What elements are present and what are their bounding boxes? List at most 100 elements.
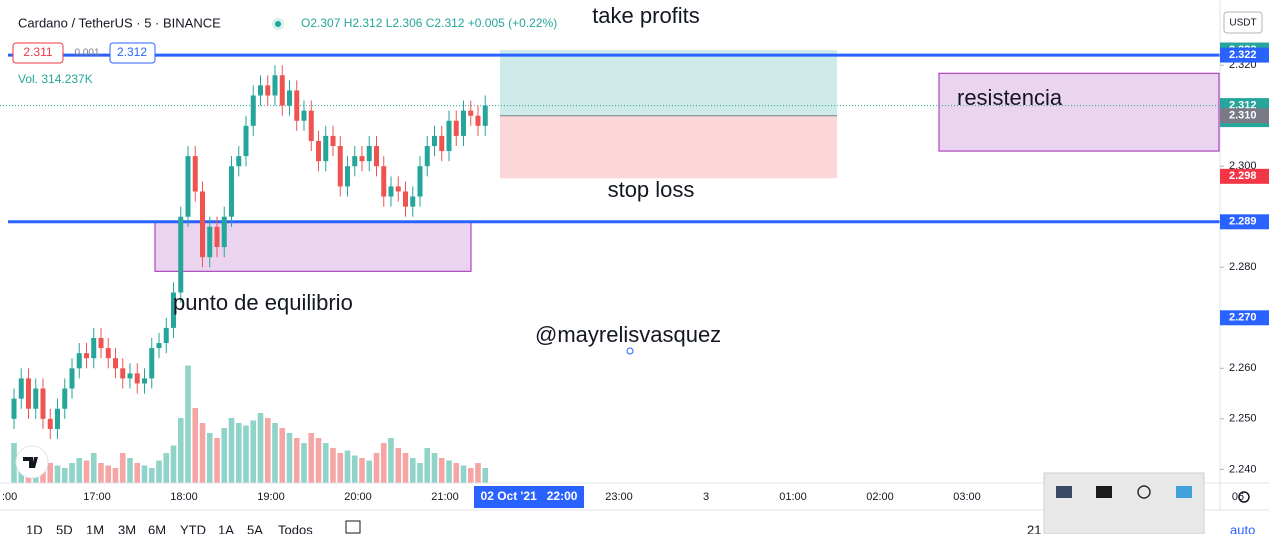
- candle-body: [105, 348, 111, 359]
- volume-bar: [380, 443, 387, 483]
- volume-bar: [431, 453, 438, 483]
- x-tick-label: 21:00: [431, 491, 459, 503]
- candle-body: [308, 110, 314, 141]
- bottom-bar: 1D 5D 1M 3M 6M YTD 1A 5A Todos 21 auto: [26, 522, 1255, 534]
- range-button[interactable]: 6M: [148, 522, 166, 534]
- crosshair-time: 02 Oct '21 22:00: [481, 489, 578, 503]
- candle-body: [127, 373, 133, 379]
- volume-bar: [482, 468, 489, 483]
- currency[interactable]: USDT: [1229, 18, 1256, 29]
- volume-bar: [214, 438, 220, 483]
- candle-body: [461, 110, 466, 136]
- volume-bar: [330, 448, 336, 483]
- volume-bar: [54, 465, 61, 483]
- price-label: 2.322: [1229, 49, 1257, 61]
- buy-button[interactable]: [109, 42, 156, 64]
- tray-icon[interactable]: [1137, 485, 1151, 499]
- candle-body: [91, 337, 97, 359]
- watermark: @mayrelisvasquez: [535, 322, 721, 347]
- x-tick-label: 17:00: [83, 491, 111, 503]
- volume-bar: [134, 463, 141, 483]
- price-label-box: [1220, 214, 1269, 230]
- volume-bar: [177, 418, 184, 483]
- price-label-box: [1220, 47, 1269, 63]
- tray-icon[interactable]: [1096, 486, 1112, 498]
- candle-body: [410, 196, 416, 207]
- annotation: resistencia: [957, 85, 1063, 110]
- candle-body: [345, 166, 350, 187]
- candle-body: [352, 156, 358, 167]
- tray-icon[interactable]: [1056, 486, 1072, 498]
- x-tick-label: 02:00: [866, 491, 894, 503]
- range-button[interactable]: YTD: [180, 522, 206, 534]
- calendar-icon[interactable]: [345, 520, 361, 534]
- candle-body: [156, 343, 162, 349]
- y-tick-label: 2.280: [1229, 261, 1257, 273]
- x-tick-label: 01:00: [779, 491, 807, 503]
- volume-bar: [308, 433, 315, 483]
- range-button[interactable]: 1M: [86, 522, 104, 534]
- candle-body: [439, 135, 445, 152]
- volume-bar: [351, 455, 358, 483]
- volume-bar: [148, 468, 155, 483]
- volume-bar: [388, 438, 394, 483]
- x-tick-label: 23:00: [605, 491, 633, 503]
- candle-body: [47, 418, 53, 429]
- candle-body: [250, 95, 256, 126]
- candle-body: [236, 156, 242, 167]
- range-button[interactable]: 1D: [26, 522, 43, 534]
- volume-bar: [141, 465, 148, 483]
- range-button[interactable]: 1A: [218, 522, 234, 534]
- range-button[interactable]: 5D: [56, 522, 73, 534]
- candle-body: [84, 353, 89, 359]
- candle-body: [185, 156, 191, 217]
- candle-body: [265, 85, 271, 96]
- candle-body: [149, 348, 155, 379]
- volume-bar: [206, 433, 213, 483]
- candle-body: [395, 186, 401, 192]
- candle-body: [178, 216, 184, 293]
- annotation: punto de equilibrio: [173, 290, 353, 315]
- x-tick-label: 19:00: [257, 491, 285, 503]
- volume-bar: [475, 463, 481, 483]
- candle-body: [258, 85, 263, 96]
- candle-body: [221, 216, 227, 248]
- volume-bar: [199, 423, 206, 483]
- price-label-box: [1220, 108, 1269, 124]
- tray-icon[interactable]: [1176, 486, 1192, 498]
- candle-body: [359, 156, 365, 162]
- volume-bar: [243, 425, 249, 483]
- volume-bar: [228, 418, 235, 483]
- candle-body: [98, 337, 104, 349]
- volume-bar: [221, 428, 228, 483]
- volume-bar: [438, 458, 445, 483]
- volume-bar: [402, 453, 409, 483]
- candle-body: [453, 120, 459, 136]
- price-pane: take profits stop loss punto de equilibrio…: [0, 3, 1220, 483]
- target-area: [500, 50, 837, 116]
- volume-bar: [185, 365, 191, 483]
- volume-bar: [373, 453, 380, 483]
- logo-mark: [23, 457, 38, 468]
- scale-mode[interactable]: auto: [1230, 522, 1255, 534]
- ask[interactable]: 2.312: [117, 45, 147, 59]
- currency-box[interactable]: [1223, 11, 1263, 34]
- candle-body: [424, 146, 430, 167]
- settings-icon[interactable]: [1238, 491, 1250, 503]
- volume-bar: [90, 453, 97, 483]
- candle-body: [163, 327, 169, 344]
- candle-body: [120, 368, 126, 379]
- range-button[interactable]: Todos: [278, 522, 313, 534]
- volume-bar: [76, 458, 83, 483]
- range-button[interactable]: 3M: [118, 522, 136, 534]
- sell-button[interactable]: [12, 42, 64, 64]
- bid[interactable]: 2.311: [23, 45, 52, 59]
- symbol: Cardano / TetherUS · 5 · BINANCE: [18, 15, 221, 30]
- volume-bar: [250, 420, 257, 483]
- volume-bar: [257, 413, 264, 483]
- range-button[interactable]: 5A: [247, 522, 263, 534]
- volume-bar: [235, 423, 242, 483]
- candle-body: [337, 146, 343, 187]
- candle-body: [475, 115, 481, 126]
- price-label: 2.270: [1229, 312, 1257, 324]
